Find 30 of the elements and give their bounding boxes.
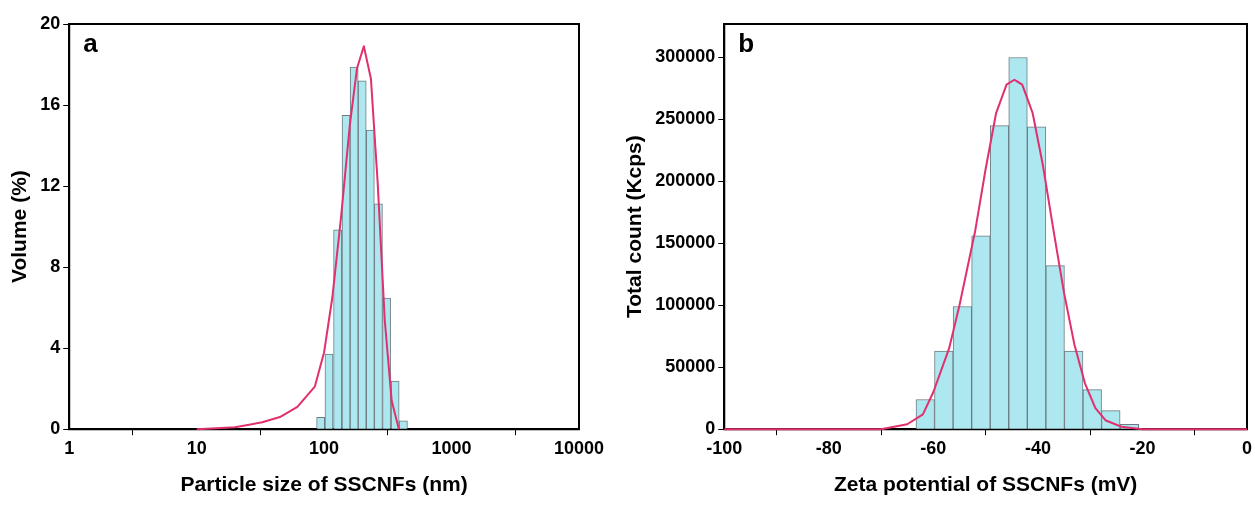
y-tick-label: 150000 xyxy=(655,232,716,253)
y-tick-label: 200000 xyxy=(655,170,716,191)
x-axis-title: Zeta potential of SSCNFs (mV) xyxy=(833,472,1138,496)
y-tick-label: 0 xyxy=(50,418,61,439)
y-tick-label: 0 xyxy=(705,418,716,439)
x-tick-label: 10 xyxy=(186,437,207,458)
x-tick-label: 100 xyxy=(309,437,340,458)
y-tick-label: 4 xyxy=(50,337,61,358)
y-tick-label: 20 xyxy=(40,12,61,33)
x-tick-label: -80 xyxy=(815,437,842,458)
x-tick-label: 1000 xyxy=(431,437,472,458)
y-axis-title: Total count (Kcps) xyxy=(622,135,646,318)
y-tick-label: 16 xyxy=(40,94,61,115)
y-tick-label: 100000 xyxy=(655,294,716,315)
x-tick-label: 10000 xyxy=(553,437,605,458)
y-tick-label: 50000 xyxy=(665,356,716,377)
y-tick-label: 300000 xyxy=(655,46,716,67)
x-tick-label: -60 xyxy=(920,437,947,458)
annotation: b xyxy=(738,28,755,59)
x-axis-title: Particle size of SSCNFs (nm) xyxy=(180,472,468,496)
y-tick-label: 12 xyxy=(40,175,61,196)
x-tick-label: -40 xyxy=(1024,437,1051,458)
y-tick-label: 8 xyxy=(50,256,61,277)
x-tick-label: -20 xyxy=(1129,437,1156,458)
y-axis-title: Volume (%) xyxy=(7,170,31,283)
x-tick-label: 0 xyxy=(1241,437,1252,458)
y-tick-label: 250000 xyxy=(655,108,716,129)
annotation: a xyxy=(83,28,99,59)
x-tick-label: -100 xyxy=(706,437,743,458)
x-tick-label: 1 xyxy=(64,437,75,458)
